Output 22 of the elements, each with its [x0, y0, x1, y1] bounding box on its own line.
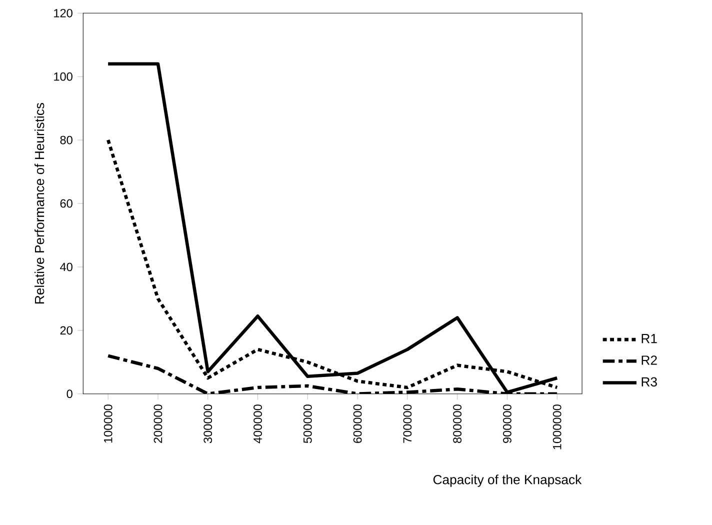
y-tick-label: 120 — [54, 8, 72, 18]
y-tick-label: 60 — [60, 199, 72, 208]
legend-label: R3 — [642, 377, 657, 386]
y-tick-label: 40 — [60, 262, 72, 272]
x-axis-title: Capacity of the Knapsack — [433, 474, 582, 487]
x-tick-label: 200000 — [154, 404, 162, 443]
y-tick-label: 0 — [66, 390, 72, 398]
x-tick-label: 500000 — [303, 404, 312, 443]
x-tick-label: 900000 — [503, 404, 512, 443]
x-tick-label: 800000 — [453, 404, 462, 443]
x-tick-label: 700000 — [403, 404, 412, 443]
y-axis-title: Relative Performance of Heuristics — [34, 102, 44, 304]
x-tick-label: 1000000 — [552, 404, 562, 450]
x-tick-label: 100000 — [104, 404, 112, 443]
legend-label: R1 — [642, 334, 657, 344]
x-tick-label: 300000 — [204, 404, 212, 444]
y-tick-label: 100 — [54, 72, 72, 81]
x-tick-label: 600000 — [353, 404, 362, 443]
y-tick-label: 80 — [60, 136, 72, 144]
x-tick-label: 400000 — [254, 404, 262, 444]
y-tick-label: 20 — [60, 326, 72, 335]
legend-label: R2 — [642, 356, 657, 365]
